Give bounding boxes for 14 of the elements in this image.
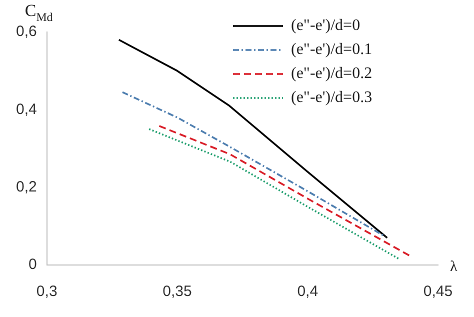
y-tick-label: 0 bbox=[28, 256, 37, 274]
line-series bbox=[122, 91, 386, 238]
legend-label: (e"-e')/d=0.2 bbox=[291, 65, 372, 82]
legend-label: (e"-e')/d=0.1 bbox=[291, 41, 372, 58]
x-tick-label: 0,35 bbox=[162, 283, 192, 300]
legend-label: (e"-e')/d=0.3 bbox=[291, 89, 372, 106]
y-tick-label: 0,4 bbox=[16, 100, 37, 118]
x-tick-label: 0,4 bbox=[297, 283, 318, 300]
y-tick-label: 0,6 bbox=[16, 23, 37, 40]
y-tick-label: 0,2 bbox=[16, 178, 37, 196]
x-tick-label: 0,45 bbox=[423, 283, 453, 300]
x-tick-label: 0,3 bbox=[36, 283, 58, 300]
legend-label: (e"-e')/d=0 bbox=[291, 17, 360, 34]
x-axis-title: λ bbox=[450, 259, 458, 275]
